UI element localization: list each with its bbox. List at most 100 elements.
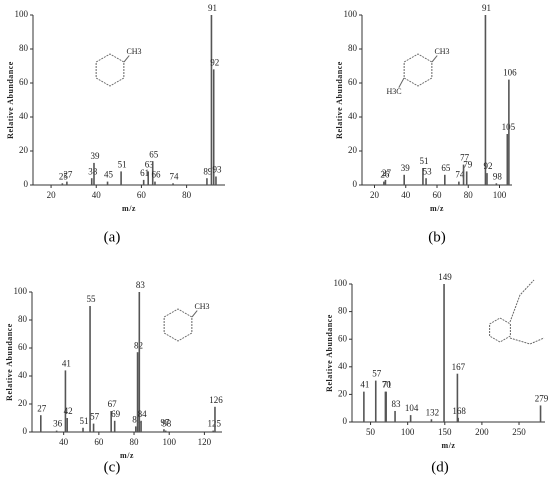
peak-label: 167 <box>452 362 466 372</box>
caption: (a) <box>104 229 121 245</box>
x-axis-label: m/z <box>122 204 136 213</box>
y-axis-label: Relative Abundance <box>325 314 334 392</box>
y-tick-label: 60 <box>18 342 28 352</box>
y-tick-label: 100 <box>344 9 358 19</box>
y-tick-label: 100 <box>14 286 28 296</box>
peak-label: 27 <box>382 168 392 178</box>
structure-bond <box>398 77 405 88</box>
x-tick-label: 40 <box>92 190 102 200</box>
peak-label: 39 <box>90 151 100 161</box>
x-tick-label: 20 <box>370 190 380 200</box>
peak-label: 61 <box>140 168 149 178</box>
y-tick-label: 0 <box>24 179 29 189</box>
peak-label: 70 <box>382 380 392 390</box>
x-tick-label: 100 <box>162 437 176 447</box>
y-tick-label: 20 <box>18 398 28 408</box>
peak-label: 65 <box>441 163 451 173</box>
y-tick-label: 40 <box>18 370 28 380</box>
peak-label: 67 <box>108 399 118 409</box>
x-tick-label: 120 <box>198 437 212 447</box>
caption: (b) <box>428 229 446 245</box>
peak-label: 98 <box>493 171 503 181</box>
y-tick-label: 40 <box>338 361 348 371</box>
y-tick-label: 80 <box>338 306 348 316</box>
x-axis-label: m/z <box>120 451 134 460</box>
x-axis-label: m/z <box>430 204 444 213</box>
peak-label: 83 <box>392 399 402 409</box>
y-tick-label: 80 <box>19 43 29 53</box>
y-tick-label: 20 <box>348 145 358 155</box>
peak-label: 91 <box>208 3 217 13</box>
y-tick-label: 80 <box>348 43 358 53</box>
x-tick-label: 50 <box>366 427 376 437</box>
structure-bond <box>431 55 438 63</box>
x-tick-label: 100 <box>401 427 415 437</box>
peak-label: 55 <box>87 294 97 304</box>
peak-label: 98 <box>162 419 172 429</box>
x-tick-label: 60 <box>94 437 104 447</box>
x-tick-label: 60 <box>137 190 147 200</box>
peak-label: 69 <box>111 409 121 419</box>
x-tick-label: 200 <box>475 427 489 437</box>
y-tick-label: 100 <box>15 9 29 19</box>
peak-label: 92 <box>484 161 493 171</box>
peak-label: 83 <box>136 280 146 290</box>
y-axis-label: Relative Abundance <box>335 61 344 139</box>
y-tick-label: 40 <box>348 111 358 121</box>
structure-chain <box>509 337 545 345</box>
structure-ring <box>163 308 193 342</box>
peak-label: 149 <box>438 272 452 282</box>
x-tick-label: 250 <box>512 427 526 437</box>
peak-label: 84 <box>138 409 148 419</box>
x-tick-label: 20 <box>47 190 57 200</box>
structure-ring <box>403 53 433 87</box>
y-tick-label: 60 <box>348 77 358 87</box>
peak-label: 92 <box>210 57 219 67</box>
peak-label: 57 <box>372 369 382 379</box>
y-tick-label: 100 <box>334 278 348 288</box>
peak-label: 97 <box>160 417 170 427</box>
x-tick-label: 40 <box>59 437 69 447</box>
peak-label: 36 <box>53 419 63 429</box>
y-tick-label: 20 <box>338 388 348 398</box>
y-tick-label: 60 <box>19 77 29 87</box>
structure-bond <box>191 310 198 318</box>
peak-label: 65 <box>149 149 159 159</box>
x-axis-label: m/z <box>442 441 456 450</box>
peak-label: 53 <box>423 166 433 176</box>
structure-label: H3C <box>386 87 401 96</box>
peak-label: 25 <box>59 171 69 181</box>
structure-label: CH3 <box>194 302 209 311</box>
structure-chain <box>509 279 535 323</box>
peak-label: 126 <box>209 395 223 405</box>
peak-label: 63 <box>145 159 155 169</box>
y-tick-label: 60 <box>338 333 348 343</box>
peak-label: 168 <box>452 406 466 416</box>
peak-label: 71 <box>383 380 392 390</box>
peak-label: 39 <box>401 163 411 173</box>
caption: (d) <box>431 459 449 475</box>
y-tick-label: 0 <box>343 416 348 426</box>
peak-label: 79 <box>463 159 473 169</box>
peak-label: 42 <box>64 406 73 416</box>
peak-label: 132 <box>426 407 440 417</box>
peak-label: 106 <box>503 68 517 78</box>
peak-label: 57 <box>90 412 100 422</box>
peak-label: 93 <box>212 165 222 175</box>
peak-label: 26 <box>380 170 390 180</box>
x-tick-label: 80 <box>182 190 192 200</box>
peak-label: 51 <box>80 416 89 426</box>
peak-label: 279 <box>535 394 549 404</box>
x-tick-label: 40 <box>401 190 411 200</box>
structure-ring <box>95 53 125 87</box>
caption: (c) <box>104 459 121 475</box>
y-tick-label: 20 <box>19 145 29 155</box>
y-tick-label: 0 <box>353 179 358 189</box>
y-axis-label: Relative Abundance <box>5 323 14 401</box>
peak-label: 41 <box>62 358 71 368</box>
peak-label: 38 <box>88 166 98 176</box>
peak-label: 91 <box>482 3 491 13</box>
peak-label: 51 <box>118 159 127 169</box>
x-tick-label: 100 <box>493 190 507 200</box>
peak-label: 77 <box>460 153 470 163</box>
